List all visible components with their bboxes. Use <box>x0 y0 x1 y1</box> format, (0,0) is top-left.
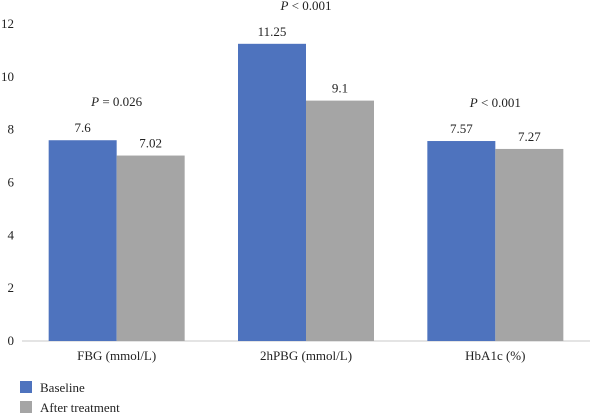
bar-after-treatment <box>116 155 185 341</box>
bar-baseline <box>48 140 117 341</box>
x-category-label: 2hPBG (mmol/L) <box>260 348 352 363</box>
bar-baseline <box>427 141 496 341</box>
y-tick-label: 8 <box>8 122 15 137</box>
bar-value-label: 7.02 <box>139 136 162 151</box>
bars <box>48 43 564 341</box>
p-value-annotation: P < 0.001 <box>279 0 331 13</box>
legend-label: Baseline <box>40 380 85 395</box>
bar-value-label: 7.6 <box>75 120 92 135</box>
bar-value-label: 9.1 <box>332 81 348 96</box>
bar-value-label: 7.27 <box>518 129 541 144</box>
bar-after-treatment <box>495 148 564 341</box>
x-category-label: HbA1c (%) <box>465 348 525 363</box>
p-value-annotation: P = 0.026 <box>90 94 143 109</box>
legend-label: After treatment <box>40 400 120 415</box>
bar-after-treatment <box>306 100 374 341</box>
bar-value-label: 11.25 <box>258 24 287 39</box>
y-tick-label: 4 <box>8 227 15 242</box>
legend: Baseline After treatment <box>20 380 120 415</box>
y-tick-label: 12 <box>1 16 14 31</box>
bar-baseline <box>238 43 306 341</box>
data-labels: 7.6 7.02 P = 0.026 11.25 9.1 P < 0.001 7.57 7.2… <box>75 0 542 151</box>
legend-swatch-after-treatment <box>20 401 32 413</box>
legend-swatch-baseline <box>20 381 32 393</box>
y-tick-label: 10 <box>1 69 14 84</box>
y-tick-label: 2 <box>8 280 15 295</box>
y-tick-label: 6 <box>8 175 15 190</box>
y-tick-label: 0 <box>8 333 15 348</box>
p-value-annotation: P < 0.001 <box>469 95 521 110</box>
bar-value-label: 7.57 <box>450 121 473 136</box>
x-category-label: FBG (mmol/L) <box>77 348 156 363</box>
